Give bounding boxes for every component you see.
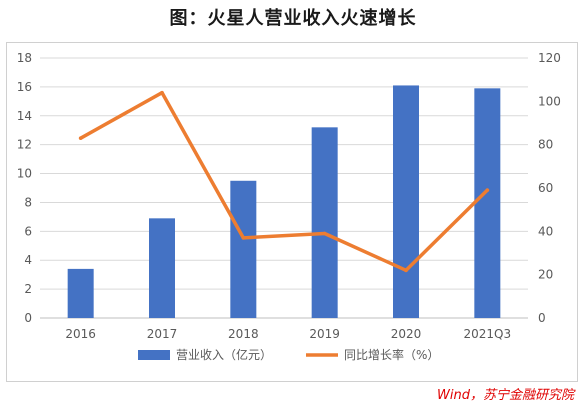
y-right-tick-label: 20 (538, 268, 553, 282)
legend-swatch-bar (138, 350, 170, 360)
chart-frame (6, 42, 578, 382)
y-left-tick-label: 16 (17, 80, 32, 94)
growth-point (404, 268, 408, 273)
y-right-tick-label: 80 (538, 138, 553, 152)
y-left-tick-label: 14 (17, 109, 32, 123)
bar (149, 218, 175, 318)
bar (311, 127, 338, 318)
y-left-tick-label: 0 (24, 311, 32, 325)
bar (474, 88, 501, 318)
x-tick-label: 2016 (65, 327, 96, 341)
growth-line (78, 90, 490, 273)
legend-label-line: 同比增长率（%） (344, 347, 439, 362)
y-right-tick-label: 40 (538, 224, 553, 238)
y-left-tick-label: 4 (24, 253, 32, 267)
y-left-tick-label: 10 (17, 167, 32, 181)
y-left-tick-label: 6 (24, 224, 32, 238)
y-right-tick-label: 120 (538, 51, 561, 65)
y-left-tick-label: 8 (24, 195, 32, 209)
x-tick-label: 2020 (391, 327, 422, 341)
bar (67, 268, 94, 318)
x-tick-label: 2019 (309, 327, 340, 341)
growth-point (78, 136, 83, 140)
bar (230, 180, 257, 318)
x-tick-label: 2017 (147, 327, 178, 341)
y-left-tick-label: 2 (24, 282, 32, 296)
growth-point (485, 188, 490, 192)
y-left-tick-label: 12 (17, 138, 32, 152)
x-tick-label: 2018 (228, 327, 259, 341)
chart-title: 图：火星人营业收入火速增长 (169, 8, 417, 29)
y-right-tick-label: 60 (538, 181, 553, 195)
y-right-tick-label: 100 (538, 94, 561, 108)
growth-point (241, 236, 246, 240)
legend-label-bar: 营业收入（亿元） (176, 347, 272, 362)
growth-point (160, 90, 164, 95)
bar (393, 85, 419, 318)
growth-point (322, 231, 327, 236)
y-left-tick-label: 18 (17, 51, 32, 65)
source-note: Wind，苏宁金融研究院 (437, 388, 574, 403)
y-right-tick-label: 0 (538, 311, 546, 325)
x-tick-label: 2021Q3 (464, 327, 512, 341)
